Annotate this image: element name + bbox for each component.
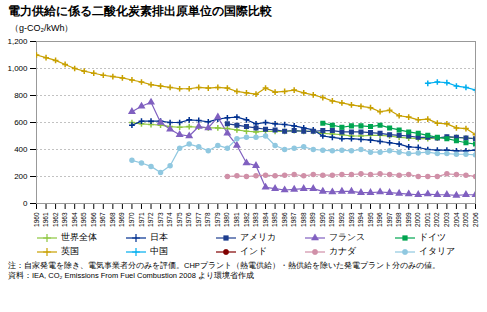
svg-text:1999: 1999	[405, 212, 412, 227]
svg-text:200: 200	[14, 172, 28, 181]
html-text:英国: 英国	[61, 246, 79, 256]
svg-text:1988: 1988	[300, 212, 307, 227]
html-text:中国: 中国	[150, 246, 169, 256]
svg-text:1978: 1978	[204, 212, 211, 227]
svg-text:1981: 1981	[233, 212, 240, 227]
svg-text:1965: 1965	[80, 212, 87, 227]
svg-text:1980: 1980	[223, 212, 230, 227]
svg-text:1975: 1975	[176, 212, 183, 227]
svg-text:1995: 1995	[367, 212, 374, 227]
svg-text:1967: 1967	[99, 212, 106, 227]
svg-text:1979: 1979	[214, 212, 221, 227]
svg-text:1,200: 1,200	[7, 37, 28, 46]
html-text:ドイツ: ドイツ	[418, 232, 446, 242]
svg-text:2000: 2000	[414, 212, 421, 227]
html-text:日本: 日本	[150, 232, 169, 242]
html-text:（g-CO₂/kWh）: （g-CO₂/kWh）	[10, 23, 74, 33]
html-text:カナダ: カナダ	[329, 246, 357, 256]
svg-text:1997: 1997	[386, 212, 393, 227]
svg-text:1972: 1972	[147, 212, 154, 227]
svg-text:1971: 1971	[138, 212, 145, 227]
svg-text:2005: 2005	[462, 212, 469, 227]
html-text:アメリカ: アメリカ	[239, 232, 276, 242]
svg-text:1983: 1983	[252, 212, 259, 227]
svg-text:2004: 2004	[452, 212, 459, 227]
svg-text:1976: 1976	[185, 212, 192, 227]
html-text:資料：IEA, CO₂ Emissions From Fue: 資料：IEA, CO₂ Emissions From Fuel Combusti…	[8, 271, 254, 280]
svg-text:1969: 1969	[118, 212, 125, 227]
svg-text:2001: 2001	[424, 212, 431, 227]
svg-text:1963: 1963	[61, 212, 68, 227]
svg-text:1974: 1974	[166, 212, 173, 227]
svg-text:1970: 1970	[128, 212, 135, 227]
svg-text:1990: 1990	[319, 212, 326, 227]
svg-text:600: 600	[14, 118, 28, 127]
html-text:フランス: フランス	[329, 232, 366, 242]
svg-text:1993: 1993	[348, 212, 355, 227]
svg-text:1968: 1968	[109, 212, 116, 227]
svg-text:1996: 1996	[376, 212, 383, 227]
svg-text:1973: 1973	[157, 212, 164, 227]
svg-text:0: 0	[23, 199, 28, 208]
svg-text:2003: 2003	[443, 212, 450, 227]
svg-text:1962: 1962	[52, 212, 59, 227]
svg-text:1977: 1977	[195, 212, 202, 227]
svg-text:1987: 1987	[290, 212, 297, 227]
svg-text:1964: 1964	[71, 212, 78, 227]
svg-text:1984: 1984	[262, 212, 269, 227]
svg-text:1992: 1992	[338, 212, 345, 227]
html-text:イタリア: イタリア	[418, 246, 455, 256]
svg-text:400: 400	[14, 145, 28, 154]
svg-text:800: 800	[14, 91, 28, 100]
svg-text:1961: 1961	[42, 212, 49, 227]
svg-text:1,000: 1,000	[7, 64, 28, 73]
svg-text:2002: 2002	[433, 212, 440, 227]
html-text:インド: インド	[239, 246, 267, 256]
svg-text:2006: 2006	[472, 212, 479, 227]
html-text:世界全体: 世界全体	[61, 232, 97, 242]
html-text:電力供給に係る二酸化炭素排出原単位の国際比較: 電力供給に係る二酸化炭素排出原単位の国際比較	[8, 4, 272, 18]
html-text:注：自家発電を除き、電気事業者分のみを評価。CHPプラント（: 注：自家発電を除き、電気事業者分のみを評価。CHPプラント（熱電供給）・熱供給を…	[8, 261, 440, 270]
svg-text:1998: 1998	[395, 212, 402, 227]
svg-text:1966: 1966	[90, 212, 97, 227]
svg-text:1994: 1994	[357, 212, 364, 227]
svg-text:1991: 1991	[328, 212, 335, 227]
svg-text:1985: 1985	[271, 212, 278, 227]
svg-text:1986: 1986	[281, 212, 288, 227]
svg-text:1982: 1982	[243, 212, 250, 227]
svg-text:1960: 1960	[33, 212, 40, 227]
svg-text:1989: 1989	[309, 212, 316, 227]
